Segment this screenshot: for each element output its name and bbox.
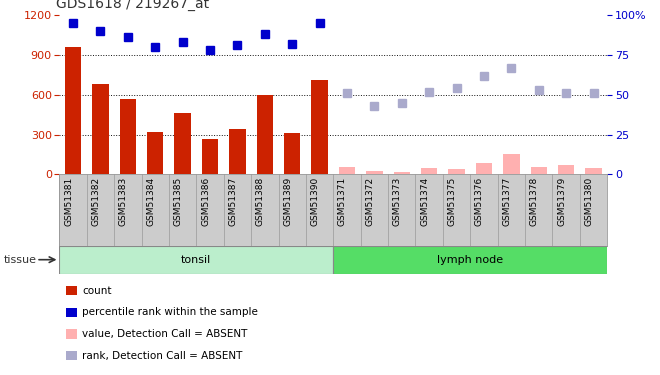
Bar xyxy=(174,113,191,174)
Text: GSM51383: GSM51383 xyxy=(119,177,128,226)
Text: tissue: tissue xyxy=(3,255,36,265)
Bar xyxy=(284,132,300,174)
Bar xyxy=(147,132,164,174)
Text: GSM51382: GSM51382 xyxy=(92,177,100,226)
Bar xyxy=(531,168,547,174)
Bar xyxy=(503,154,519,174)
Text: GSM51374: GSM51374 xyxy=(420,177,429,226)
Text: GSM51387: GSM51387 xyxy=(228,177,238,226)
Text: GDS1618 / 219267_at: GDS1618 / 219267_at xyxy=(56,0,209,11)
Bar xyxy=(92,84,109,174)
Bar xyxy=(202,139,218,174)
Text: GSM51377: GSM51377 xyxy=(502,177,512,226)
Bar xyxy=(312,80,328,174)
Text: GSM51389: GSM51389 xyxy=(283,177,292,226)
Text: tonsil: tonsil xyxy=(182,255,211,265)
Text: GSM51375: GSM51375 xyxy=(447,177,457,226)
Bar xyxy=(119,99,136,174)
Bar xyxy=(333,246,607,274)
Bar xyxy=(257,95,273,174)
Bar xyxy=(421,168,438,174)
Bar xyxy=(229,129,246,174)
Text: GSM51384: GSM51384 xyxy=(147,177,155,226)
Text: GSM51376: GSM51376 xyxy=(475,177,484,226)
Text: GSM51378: GSM51378 xyxy=(530,177,539,226)
Text: rank, Detection Call = ABSENT: rank, Detection Call = ABSENT xyxy=(82,351,243,361)
Text: GSM51379: GSM51379 xyxy=(557,177,566,226)
Text: GSM51388: GSM51388 xyxy=(256,177,265,226)
Bar xyxy=(585,168,602,174)
Bar xyxy=(366,171,383,174)
Text: GSM51381: GSM51381 xyxy=(64,177,73,226)
Text: GSM51380: GSM51380 xyxy=(585,177,593,226)
Text: value, Detection Call = ABSENT: value, Detection Call = ABSENT xyxy=(82,329,248,339)
Bar xyxy=(393,172,410,174)
Text: GSM51386: GSM51386 xyxy=(201,177,210,226)
Text: GSM51390: GSM51390 xyxy=(311,177,319,226)
Text: lymph node: lymph node xyxy=(437,255,504,265)
Bar xyxy=(476,163,492,174)
Bar xyxy=(59,246,333,274)
Bar xyxy=(558,165,574,174)
Text: GSM51372: GSM51372 xyxy=(366,177,374,226)
Bar xyxy=(339,167,355,174)
Text: percentile rank within the sample: percentile rank within the sample xyxy=(82,308,258,317)
Bar xyxy=(65,47,81,174)
Text: GSM51373: GSM51373 xyxy=(393,177,402,226)
Text: count: count xyxy=(82,286,112,296)
Text: GSM51385: GSM51385 xyxy=(174,177,183,226)
Text: GSM51371: GSM51371 xyxy=(338,177,347,226)
Bar xyxy=(448,170,465,174)
